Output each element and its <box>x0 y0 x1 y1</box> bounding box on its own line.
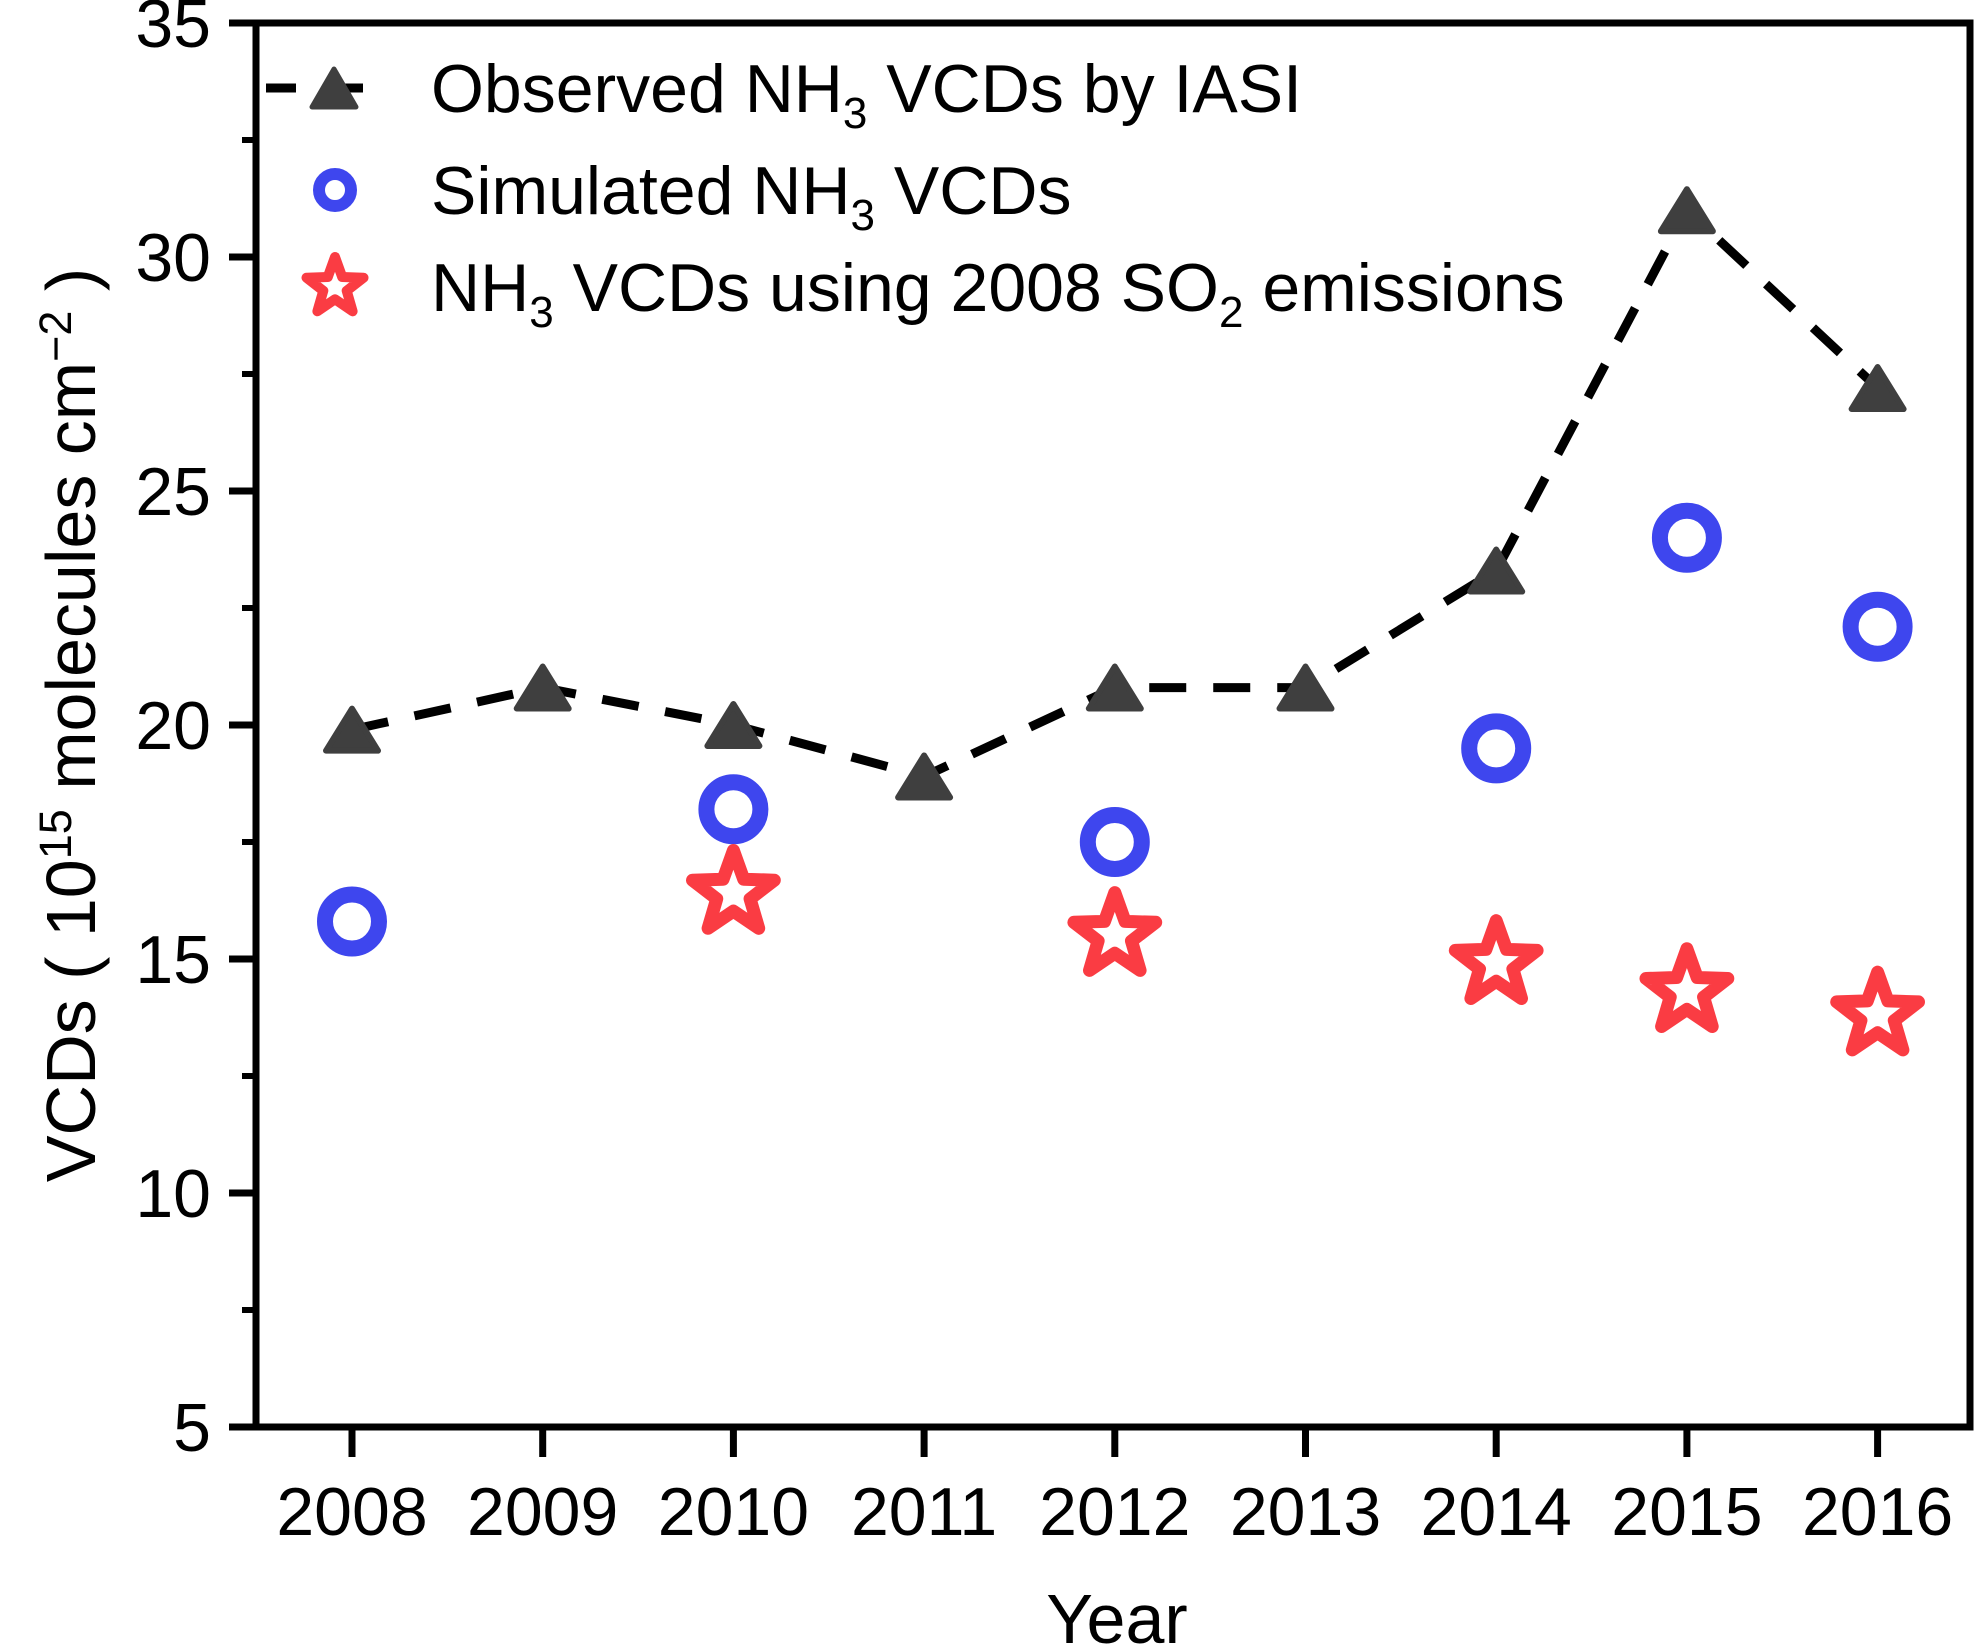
triangle-marker <box>323 705 381 754</box>
triangle-marker <box>704 701 763 749</box>
legend-star-icon <box>301 252 369 317</box>
y-tick-label: 5 <box>173 1390 211 1466</box>
star-marker <box>1448 914 1544 1005</box>
star-marker <box>1830 965 1925 1057</box>
circle-marker <box>698 774 769 845</box>
y-axis-title: VCDs ( 1015​ molecules cm−2​ ) <box>30 268 110 1182</box>
x-tick-label: 2009 <box>467 1474 618 1550</box>
y-tick-label: 10 <box>135 1156 211 1232</box>
star-marker <box>1067 886 1163 977</box>
x-tick-label: 2014 <box>1421 1474 1572 1550</box>
y-tick-label: 25 <box>135 454 211 530</box>
circle-marker <box>1651 502 1722 573</box>
legend-triangle-icon <box>309 66 359 110</box>
circle-marker <box>317 886 387 957</box>
x-tick-label: 2016 <box>1802 1474 1953 1550</box>
star-marker <box>1639 942 1735 1033</box>
y-tick-label: 35 <box>135 0 211 62</box>
x-axis-title: Year <box>1046 1580 1187 1647</box>
x-tick-label: 2008 <box>276 1474 427 1550</box>
star-marker <box>686 844 781 935</box>
x-tick-label: 2012 <box>1039 1474 1190 1550</box>
circle-marker <box>1461 713 1532 784</box>
series-fixed-so2 <box>686 844 1925 1057</box>
x-tick-label: 2010 <box>658 1474 809 1550</box>
triangle-marker <box>895 752 954 801</box>
y-tick-label: 20 <box>135 688 211 764</box>
triangle-marker <box>1657 186 1716 235</box>
x-tick-label: 2013 <box>1230 1474 1381 1550</box>
triangle-marker <box>1848 364 1907 413</box>
triangle-marker <box>1276 663 1335 712</box>
circle-marker <box>1842 591 1913 662</box>
legend-item-label: Simulated NH3​ VCDs <box>431 153 1071 240</box>
triangle-marker <box>513 663 572 712</box>
circle-marker <box>1079 807 1150 877</box>
y-tick-label: 15 <box>135 922 211 998</box>
series-simulated <box>317 502 1913 957</box>
axes: 5 10 15 20 25 30 35 2008 2009 2010 2011 2012 2013 201… <box>30 0 1974 1550</box>
legend: Observed NH3​ VCDs by IASI Simulated NH3​… <box>266 51 1565 337</box>
triangle-marker <box>1085 663 1144 712</box>
legend-item: Simulated NH3​ VCDs <box>313 153 1071 240</box>
legend-item-label: Observed NH3​ VCDs by IASI <box>431 51 1302 138</box>
x-tick-label: 2015 <box>1611 1474 1762 1550</box>
legend-circle-icon <box>313 168 357 212</box>
x-tick-label: 2011 <box>851 1474 997 1550</box>
y-tick-label: 30 <box>135 220 211 296</box>
series-observed-iasi <box>323 186 1907 801</box>
triangle-marker <box>1467 546 1526 595</box>
legend-item-label: NH3​ VCDs using 2008 SO2​ emissions <box>431 250 1565 337</box>
legend-item: Observed NH3​ VCDs by IASI <box>266 51 1302 138</box>
legend-item: NH3​ VCDs using 2008 SO2​ emissions <box>301 250 1565 337</box>
